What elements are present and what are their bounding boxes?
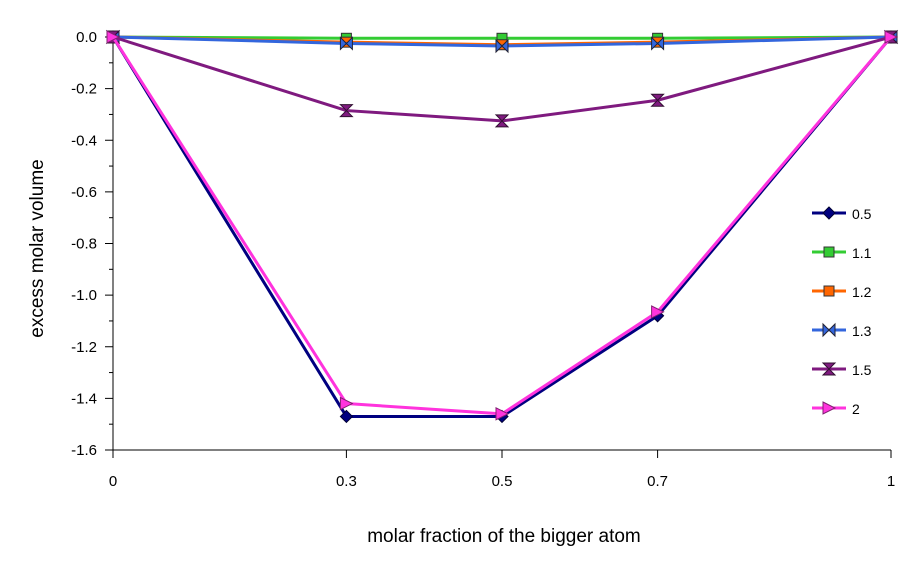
series-line bbox=[111, 36, 893, 418]
data-point bbox=[495, 38, 509, 54]
y-tick-label: -1.6 bbox=[71, 442, 97, 459]
legend-item: 1.3 bbox=[812, 322, 872, 339]
data-point bbox=[884, 30, 899, 44]
y-tick-label: -1.0 bbox=[71, 287, 97, 304]
data-point bbox=[339, 396, 354, 411]
legend-label: 2 bbox=[852, 401, 860, 417]
legend-item: 0.5 bbox=[812, 206, 872, 222]
x-tick-label: 1 bbox=[887, 473, 895, 490]
legend-item: 1.1 bbox=[812, 245, 872, 261]
y-tick-label: -0.4 bbox=[71, 132, 97, 149]
legend-label: 1.3 bbox=[852, 323, 872, 339]
data-point bbox=[339, 36, 353, 51]
y-tick-label: -0.2 bbox=[71, 81, 97, 98]
y-tick-label: -1.2 bbox=[71, 339, 97, 356]
y-tick-label: 0.0 bbox=[76, 29, 97, 46]
y-axis-title: excess molar volume bbox=[27, 159, 48, 337]
x-tick-label: 0.5 bbox=[492, 473, 513, 490]
x-tick-label: 0 bbox=[109, 473, 117, 490]
legend-marker bbox=[823, 246, 835, 258]
data-point bbox=[106, 30, 121, 44]
legend-item: 2 bbox=[812, 401, 860, 417]
y-tick-label: -0.8 bbox=[71, 236, 97, 253]
series-layer bbox=[105, 29, 899, 424]
x-tick-label: 0.3 bbox=[336, 473, 357, 490]
legend-label: 1.5 bbox=[852, 362, 872, 378]
data-point bbox=[651, 305, 665, 319]
data-point bbox=[339, 104, 354, 118]
x-axis-title: molar fraction of the bigger atom bbox=[367, 526, 641, 547]
data-point bbox=[650, 93, 665, 107]
legend-label: 1.1 bbox=[852, 245, 872, 261]
legend-marker bbox=[822, 206, 836, 220]
series-2 bbox=[106, 30, 899, 421]
y-tick-label: -0.6 bbox=[71, 184, 97, 201]
y-tick-label: -1.4 bbox=[71, 390, 97, 407]
data-point bbox=[651, 36, 665, 51]
legend-marker bbox=[823, 285, 835, 297]
data-point bbox=[494, 114, 510, 128]
data-point bbox=[339, 409, 354, 424]
legend-label: 0.5 bbox=[852, 206, 872, 222]
legend-marker bbox=[821, 362, 837, 376]
legend-item: 1.2 bbox=[812, 284, 872, 300]
axes: 0.0 -0.2 -0.4 -0.6 -0.8 -1.0 -1.2 -1.4 -1.6 0 0.3 0… bbox=[71, 29, 895, 490]
x-tick-label: 0.7 bbox=[647, 473, 668, 490]
legend-marker bbox=[822, 401, 837, 415]
legend: 0.5 1.1 1.2 1.3 1.5 2 bbox=[812, 206, 872, 417]
legend-marker bbox=[822, 322, 836, 338]
series-0-5 bbox=[106, 30, 898, 424]
legend-item: 1.5 bbox=[812, 362, 872, 378]
legend-label: 1.2 bbox=[852, 284, 872, 300]
data-point bbox=[495, 407, 510, 421]
